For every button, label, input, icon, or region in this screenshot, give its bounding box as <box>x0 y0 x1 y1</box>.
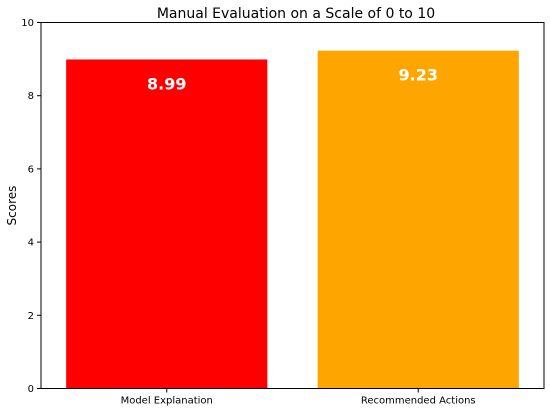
bars-group <box>66 50 519 389</box>
x-tick-label: Model Explanation <box>121 396 213 407</box>
data-label: 8.99 <box>147 74 186 93</box>
y-tick-label: 2 <box>28 311 34 322</box>
y-tick-label: 6 <box>28 164 34 175</box>
y-tick-label: 8 <box>28 91 34 102</box>
y-axis-title: Scores <box>5 186 19 226</box>
data-label: 9.23 <box>399 66 438 85</box>
x-axis-ticks: Model Explanation Recommended Actions <box>121 388 476 407</box>
y-tick-label: 0 <box>28 384 34 395</box>
y-axis-ticks: 0 2 4 6 8 10 <box>21 18 41 395</box>
y-tick-label: 10 <box>21 18 34 29</box>
plot-frame <box>40 22 545 389</box>
y-tick-label: 4 <box>28 238 34 249</box>
x-tick-label: Recommended Actions <box>361 396 476 407</box>
data-labels-group: 8.99 9.23 <box>147 66 438 94</box>
bar-recommended-actions <box>317 50 519 389</box>
chart-title: Manual Evaluation on a Scale of 0 to 10 <box>157 6 435 22</box>
bar-model-explanation <box>66 59 268 389</box>
